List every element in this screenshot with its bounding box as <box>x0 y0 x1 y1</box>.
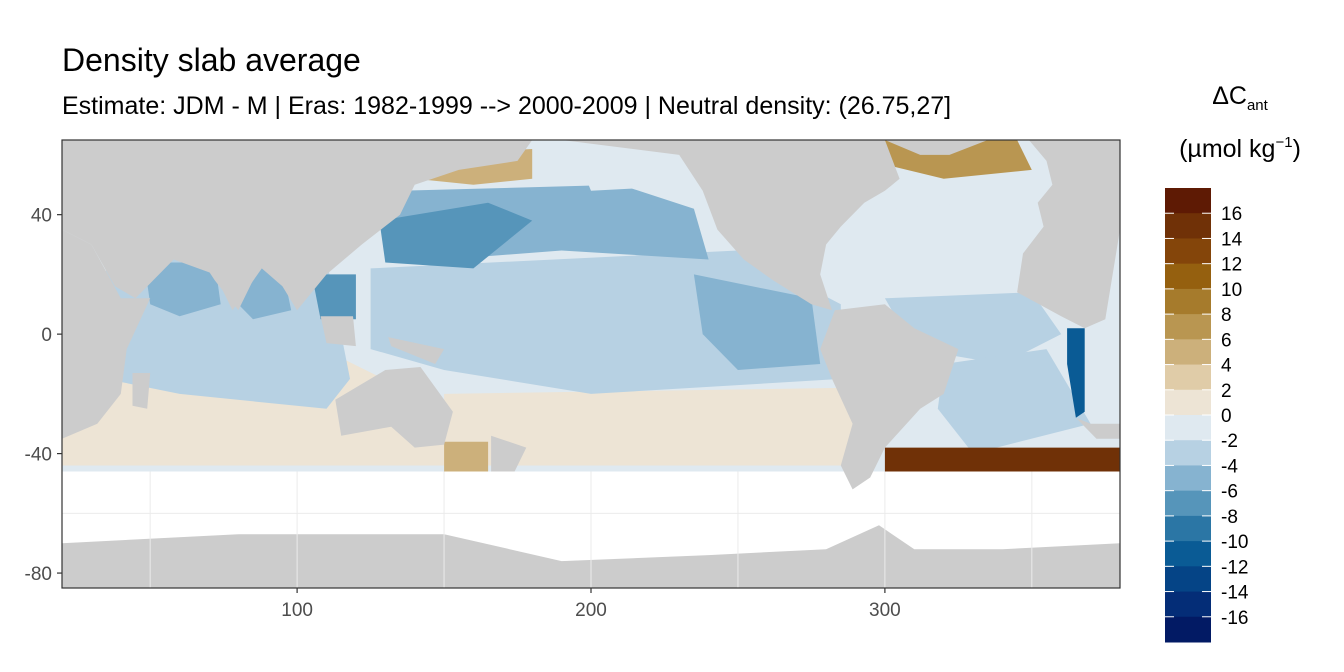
field-eastern-equatorial-pacific <box>693 274 821 370</box>
land-borneo-indonesia <box>320 316 356 347</box>
legend-label: 16 <box>1221 204 1242 225</box>
legend-swatch <box>1165 263 1211 290</box>
land-south-america <box>820 304 959 490</box>
land-africa-east <box>62 229 151 439</box>
field-north-atlantic-subpolar <box>855 140 1032 179</box>
legend-label: 14 <box>1221 229 1243 250</box>
legend-swatch <box>1165 465 1211 492</box>
field-south-subtropical-pacific <box>444 387 856 448</box>
land-madagascar <box>132 373 151 409</box>
legend-label: -6 <box>1221 482 1238 503</box>
legend-label: -2 <box>1221 431 1238 452</box>
field-arabian-sea <box>144 262 221 317</box>
field-brazil-basin <box>937 349 1091 454</box>
legend-swatch <box>1165 188 1211 214</box>
legend-unit-prefix: (µmol kg <box>1179 135 1276 163</box>
land-antarctica <box>62 525 1120 588</box>
chart-subtitle: Estimate: JDM - M | Eras: 1982-1999 --> … <box>62 92 952 120</box>
legend-swatch <box>1165 339 1211 366</box>
field-south-atlantic-subantarctic <box>884 447 1120 472</box>
y-tick-label: 40 <box>31 206 52 227</box>
field-west-african-coast <box>1067 328 1085 418</box>
x-tick-label: 300 <box>869 600 901 621</box>
legend-swatch <box>1165 616 1211 643</box>
legend-swatch <box>1165 389 1211 416</box>
legend-swatch <box>1165 288 1211 315</box>
y-tick-label: -80 <box>25 564 52 585</box>
field-south-china-sea <box>311 274 356 320</box>
legend-swatch <box>1165 238 1211 265</box>
legend-swatch <box>1165 314 1211 340</box>
map-panel <box>62 140 1120 588</box>
legend-title: ΔCant (µmol kg−1) <box>1150 84 1330 162</box>
field-north-atlantic-subtropical <box>826 199 1047 305</box>
legend-label: 12 <box>1221 255 1242 276</box>
legend-label: 8 <box>1221 305 1232 326</box>
legend-title-subscript: ant <box>1246 97 1268 114</box>
y-tick-label: -40 <box>25 445 52 466</box>
land-masses <box>62 140 1120 588</box>
legend-swatch <box>1165 566 1211 593</box>
land-north-america <box>561 140 900 311</box>
color-legend: 16 14 12 10 8 6 4 2 0 -2 -4 -6 -8 -10 -12 -14 -16 <box>1165 188 1249 643</box>
field-gulf-of-alaska <box>576 154 703 191</box>
y-axis: 40 0 -40 -80 <box>25 206 62 585</box>
legend-label: 10 <box>1221 280 1242 301</box>
legend-title-main: ΔC <box>1212 82 1247 110</box>
grid-lines <box>62 471 1120 588</box>
legend-unit-suffix: ) <box>1292 135 1301 163</box>
land-new-zealand <box>491 435 527 472</box>
legend-label: -12 <box>1221 557 1248 578</box>
land-india <box>203 262 262 311</box>
legend-label: 2 <box>1221 381 1232 402</box>
chart-title: Density slab average <box>62 42 361 78</box>
legend-swatch <box>1165 490 1211 517</box>
legend-swatch <box>1165 415 1211 441</box>
x-tick-label: 200 <box>575 600 607 621</box>
field-north-pacific-south-of-Japan <box>379 202 533 269</box>
land-eurasia <box>62 140 533 311</box>
land-australia <box>335 367 453 448</box>
legend-label: 6 <box>1221 330 1232 351</box>
legend-swatch <box>1165 440 1211 466</box>
legend-label: -4 <box>1221 456 1238 477</box>
legend-label: -16 <box>1221 608 1248 629</box>
legend-swatch <box>1165 364 1211 391</box>
legend-swatch <box>1165 591 1211 618</box>
legend-label: -8 <box>1221 507 1238 528</box>
land-new-guinea <box>388 337 445 364</box>
field-tasman-sea <box>444 441 489 472</box>
legend-label: -14 <box>1221 583 1249 604</box>
land-greenland <box>884 140 988 155</box>
x-axis: 100 200 300 <box>281 588 901 621</box>
legend-label: 4 <box>1221 356 1232 377</box>
legend-unit-superscript: −1 <box>1275 134 1293 151</box>
legend-label: -10 <box>1221 532 1248 553</box>
legend-swatch <box>1165 213 1211 239</box>
legend-swatch <box>1165 515 1211 542</box>
x-tick-label: 100 <box>281 600 313 621</box>
y-tick-label: 0 <box>41 325 52 346</box>
legend-swatch <box>1165 541 1211 567</box>
legend-label: 0 <box>1221 406 1232 427</box>
land-europe-africa-west <box>1017 140 1120 329</box>
land-africa-south <box>1075 417 1120 439</box>
